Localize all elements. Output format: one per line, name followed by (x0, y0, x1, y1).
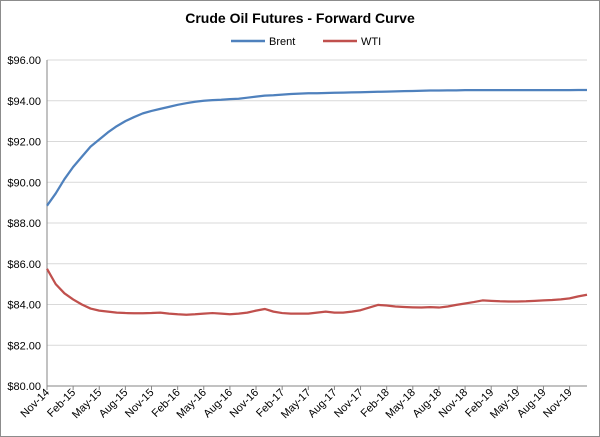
y-tick-label: $92.00 (7, 137, 41, 149)
y-axis-ticks: $80.00 $82.00 $84.00 $86.00 $88.00 $90.00 $92.… (7, 55, 41, 393)
series-line-wti (46, 268, 588, 316)
series-layer (46, 88, 588, 316)
x-tick-label: May-17 (279, 387, 313, 421)
y-tick-label: $84.00 (7, 300, 41, 312)
x-tick-label: May-15 (70, 387, 104, 421)
x-tick-label: Nov-16 (228, 387, 262, 421)
x-tick-label: May-18 (384, 387, 418, 421)
x-tick-label: May-19 (488, 387, 522, 421)
x-tick-label: Nov-15 (123, 387, 157, 421)
series-line-brent (46, 88, 587, 207)
x-tick-label: May-16 (174, 387, 208, 421)
x-tick-label: Nov-17 (332, 387, 366, 421)
legend-label-brent: Brent (269, 36, 295, 48)
chart-title: Crude Oil Futures - Forward Curve (185, 10, 415, 26)
x-tick-label: Nov-19 (541, 387, 575, 421)
y-tick-label: $96.00 (7, 55, 41, 67)
gridlines (47, 59, 587, 387)
y-tick-label: $94.00 (7, 96, 41, 108)
legend-label-wti: WTI (361, 36, 381, 48)
y-tick-label: $88.00 (7, 218, 41, 230)
x-tick-label: Nov-18 (437, 387, 471, 421)
y-tick-label: $80.00 (7, 381, 41, 393)
y-tick-label: $82.00 (7, 340, 41, 352)
y-tick-label: $90.00 (7, 177, 41, 189)
y-tick-label: $86.00 (7, 259, 41, 271)
legend: Brent WTI (231, 36, 381, 48)
x-axis-ticks: Nov-14Feb-15May-15Aug-15Nov-15Feb-16May-… (19, 386, 575, 421)
